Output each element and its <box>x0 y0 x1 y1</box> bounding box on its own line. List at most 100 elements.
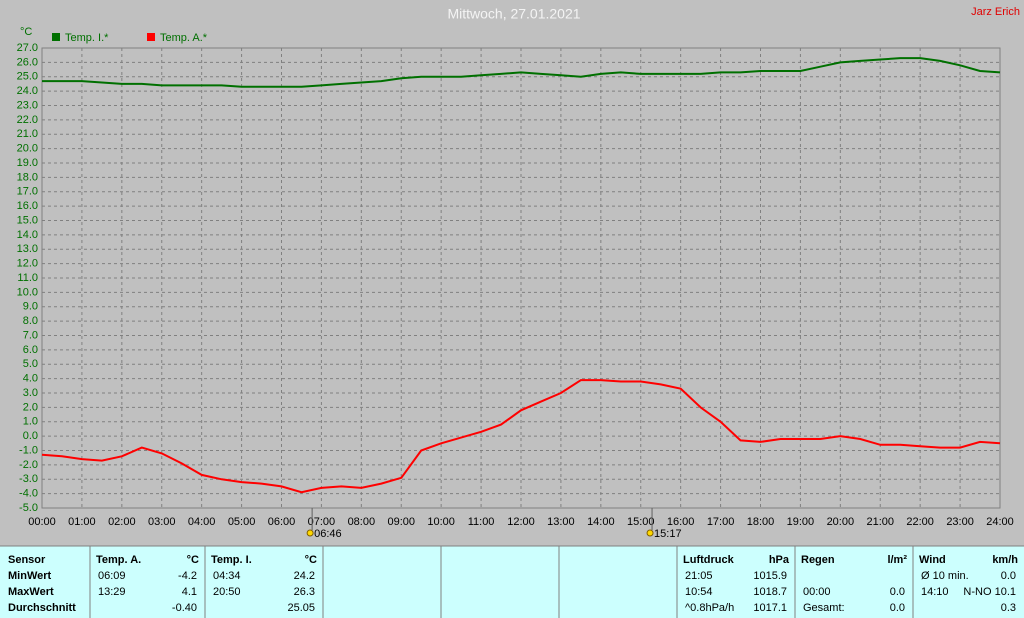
x-tick-label: 05:00 <box>228 516 256 528</box>
y-tick-label: 23.0 <box>17 99 38 111</box>
table-cell: 24.2 <box>294 570 315 582</box>
y-tick-label: 26.0 <box>17 56 38 68</box>
legend-swatch <box>147 33 155 41</box>
y-tick-label: 25.0 <box>17 71 38 83</box>
y-tick-label: 5.0 <box>23 358 38 370</box>
y-tick-label: 11.0 <box>17 272 38 284</box>
table-header: Regen <box>801 554 835 566</box>
y-tick-label: -2.0 <box>19 459 38 471</box>
sun-icon <box>646 529 654 537</box>
y-tick-label: 14.0 <box>17 229 38 241</box>
table-row-label: Sensor <box>8 554 46 566</box>
sun-label: 15:17 <box>654 528 682 540</box>
table-cell: 21:05 <box>685 570 713 582</box>
y-tick-label: 4.0 <box>23 373 38 385</box>
x-tick-label: 06:00 <box>268 516 296 528</box>
table-background <box>0 546 1024 618</box>
x-tick-label: 08:00 <box>348 516 376 528</box>
y-tick-label: 7.0 <box>23 329 38 341</box>
chart-title: Mittwoch, 27.01.2021 <box>447 6 580 22</box>
table-unit: °C <box>187 554 199 566</box>
x-tick-label: 24:00 <box>986 516 1014 528</box>
y-tick-label: 19.0 <box>17 157 38 169</box>
legend-swatch <box>52 33 60 41</box>
legend-label: Temp. A.* <box>160 32 208 44</box>
x-tick-label: 18:00 <box>747 516 775 528</box>
y-tick-label: 12.0 <box>17 258 38 270</box>
y-tick-label: -5.0 <box>19 502 38 514</box>
table-cell: 10:54 <box>685 586 713 598</box>
table-cell: 04:34 <box>213 570 241 582</box>
table-unit: l/m² <box>887 554 907 566</box>
table-cell: 1015.9 <box>753 570 787 582</box>
table-header: Wind <box>919 554 946 566</box>
table-cell: 4.1 <box>182 586 197 598</box>
y-tick-label: -4.0 <box>19 488 38 500</box>
x-tick-label: 13:00 <box>547 516 575 528</box>
x-tick-label: 15:00 <box>627 516 655 528</box>
table-row-label: MaxWert <box>8 586 54 598</box>
x-tick-label: 14:00 <box>587 516 615 528</box>
y-tick-label: 24.0 <box>17 85 38 97</box>
y-tick-label: 15.0 <box>17 214 38 226</box>
table-header: Temp. A. <box>96 554 141 566</box>
x-tick-label: 21:00 <box>866 516 894 528</box>
table-row-label: Durchschnitt <box>8 602 76 614</box>
author: Jarz Erich <box>971 6 1020 18</box>
x-tick-label: 11:00 <box>468 516 495 528</box>
table-header: Temp. I. <box>211 554 252 566</box>
table-cell: 06:09 <box>98 570 126 582</box>
x-tick-label: 17:00 <box>707 516 735 528</box>
table-row-label: MinWert <box>8 570 52 582</box>
table-cell: 25.05 <box>287 602 315 614</box>
x-tick-label: 10:00 <box>427 516 455 528</box>
table-cell: 14:10 <box>921 586 949 598</box>
series-line <box>41 379 1001 494</box>
y-unit: °C <box>20 26 32 38</box>
table-cell: -4.2 <box>178 570 197 582</box>
y-tick-label: 20.0 <box>17 143 38 155</box>
x-tick-label: 19:00 <box>787 516 815 528</box>
sun-icon <box>306 529 314 537</box>
y-tick-label: 17.0 <box>17 186 38 198</box>
y-tick-label: 6.0 <box>23 344 38 356</box>
table-cell: Ø 10 min. <box>921 570 969 582</box>
y-tick-label: 3.0 <box>23 387 38 399</box>
table-unit: km/h <box>992 554 1018 566</box>
y-tick-label: 10.0 <box>17 286 38 298</box>
y-tick-label: 9.0 <box>23 301 38 313</box>
table-unit: °C <box>305 554 317 566</box>
series-line <box>42 57 1001 88</box>
x-tick-label: 20:00 <box>827 516 855 528</box>
y-tick-label: 22.0 <box>17 114 38 126</box>
table-cell: N-NO 10.1 <box>963 586 1016 598</box>
y-tick-label: 27.0 <box>17 42 38 54</box>
table-cell: ^0.8hPa/h <box>685 602 734 614</box>
x-tick-label: 00:00 <box>28 516 56 528</box>
x-tick-label: 22:00 <box>906 516 934 528</box>
y-tick-label: 21.0 <box>17 128 38 140</box>
y-tick-label: 13.0 <box>17 243 38 255</box>
table-cell: 1018.7 <box>753 586 787 598</box>
table-cell: -0.40 <box>172 602 197 614</box>
y-tick-label: 0.0 <box>23 430 38 442</box>
table-cell: 0.0 <box>890 586 905 598</box>
legend-label: Temp. I.* <box>65 32 109 44</box>
table-header: Luftdruck <box>683 554 735 566</box>
sun-label: 06:46 <box>314 528 342 540</box>
y-tick-label: 8.0 <box>23 315 38 327</box>
y-tick-label: -3.0 <box>19 473 38 485</box>
x-tick-label: 07:00 <box>308 516 336 528</box>
table-cell: 20:50 <box>213 586 241 598</box>
table-cell: 0.3 <box>1001 602 1016 614</box>
x-tick-label: 04:00 <box>188 516 216 528</box>
y-tick-label: 2.0 <box>23 401 38 413</box>
x-tick-label: 23:00 <box>946 516 974 528</box>
y-tick-label: 16.0 <box>17 200 38 212</box>
x-tick-label: 01:00 <box>68 516 96 528</box>
table-cell: Gesamt: <box>803 602 845 614</box>
table-cell: 00:00 <box>803 586 831 598</box>
table-cell: 0.0 <box>890 602 905 614</box>
